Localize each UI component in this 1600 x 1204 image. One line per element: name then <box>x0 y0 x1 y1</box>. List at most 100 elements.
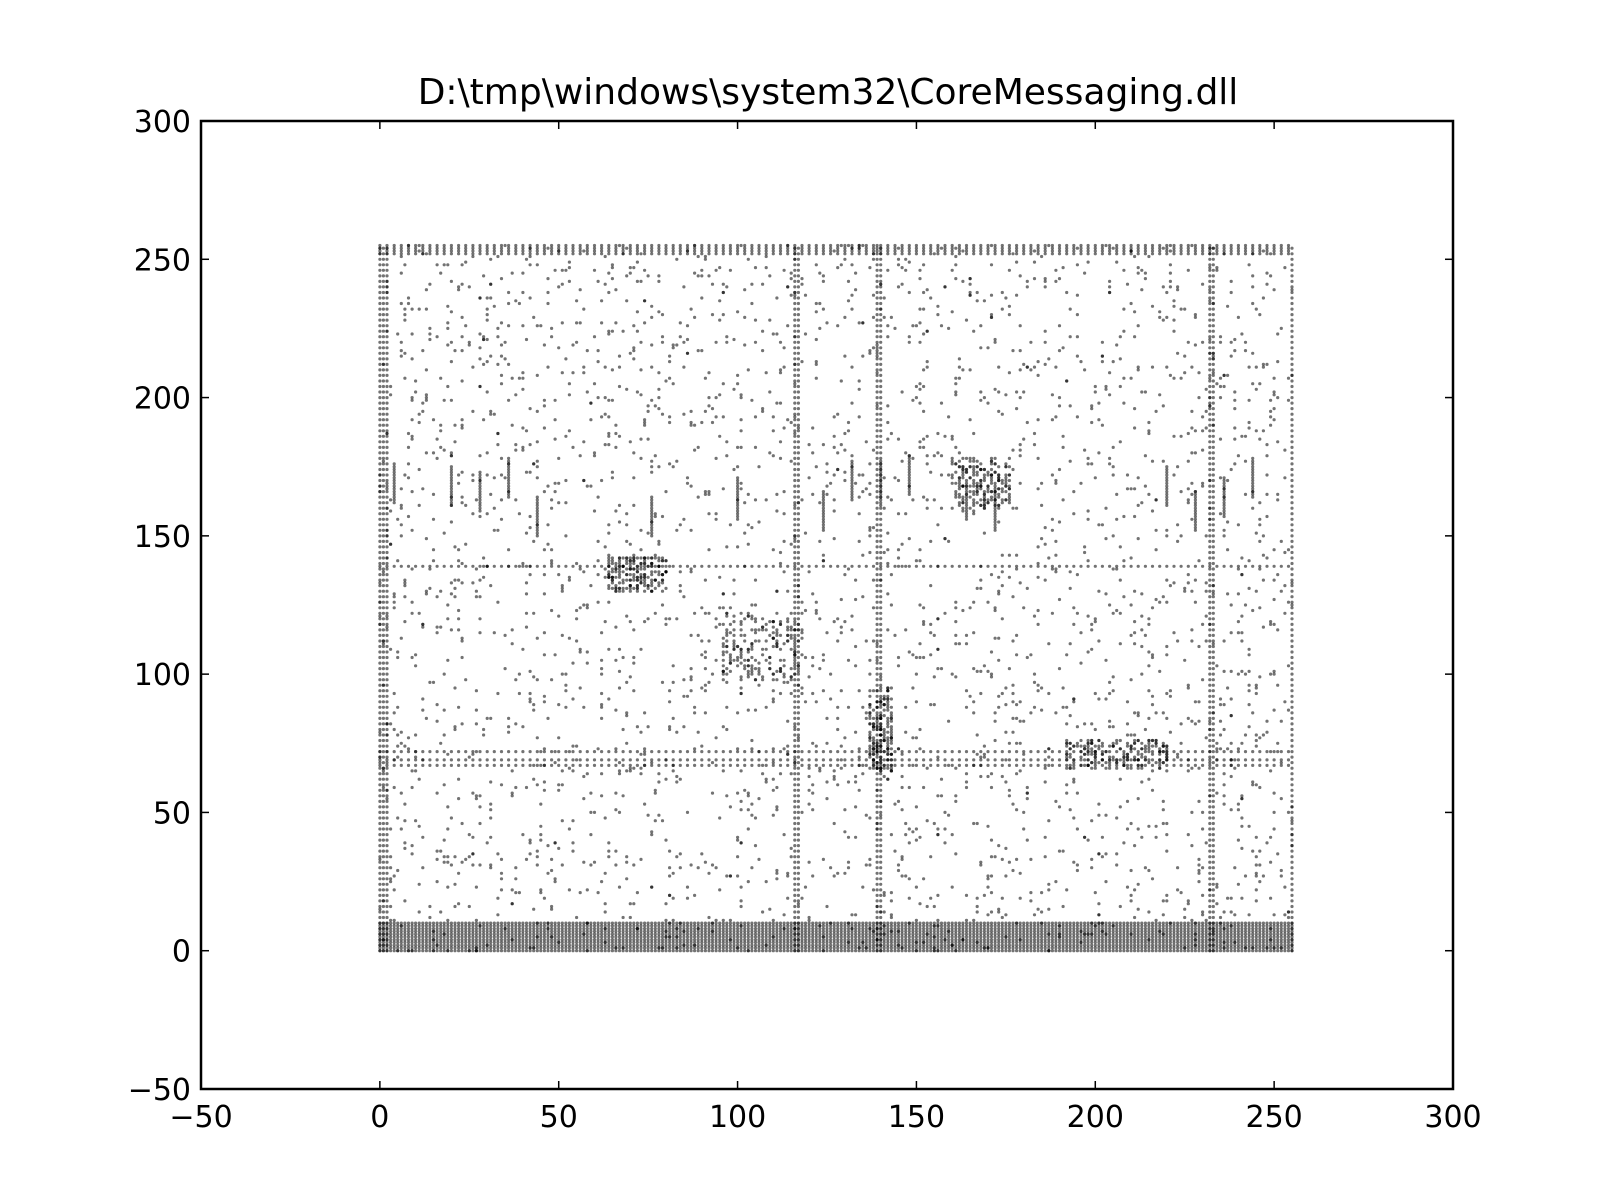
scatter-point <box>1211 935 1215 939</box>
scatter-point <box>725 940 729 945</box>
scatter-point <box>660 313 665 317</box>
scatter-point <box>922 437 926 441</box>
scatter-point <box>628 940 632 945</box>
scatter-point <box>1143 727 1147 732</box>
scatter-point <box>1065 705 1069 709</box>
scatter-point <box>982 938 987 942</box>
scatter-point <box>918 940 922 945</box>
scatter-point <box>1018 946 1022 950</box>
scatter-point <box>1129 946 1133 950</box>
scatter-point <box>1022 719 1026 723</box>
scatter-point <box>510 935 514 939</box>
scatter-point <box>832 769 836 773</box>
scatter-point <box>607 938 611 942</box>
scatter-point <box>1129 376 1133 380</box>
scatter-point <box>614 321 618 325</box>
scatter-point <box>496 943 500 947</box>
scatter-point <box>1022 938 1026 942</box>
scatter-point <box>979 949 983 953</box>
scatter-point <box>575 932 579 936</box>
scatter-point <box>1179 891 1183 895</box>
scatter-point <box>1072 932 1076 936</box>
scatter-point <box>1061 705 1065 709</box>
scatter-point <box>671 680 675 685</box>
scatter-point <box>1108 946 1112 950</box>
scatter-point <box>1269 274 1273 278</box>
scatter-point <box>528 932 532 936</box>
scatter-point <box>775 877 779 881</box>
scatter-point <box>725 946 729 950</box>
scatter-point <box>689 420 693 425</box>
scatter-point <box>907 537 911 541</box>
scatter-point <box>1025 946 1029 950</box>
scatter-point <box>961 946 965 950</box>
scatter-point <box>771 548 775 552</box>
scatter-point <box>1197 799 1201 804</box>
scatter-point <box>535 938 539 942</box>
scatter-point <box>646 932 650 936</box>
scatter-point <box>560 946 564 950</box>
scatter-point <box>707 274 711 278</box>
scatter-point <box>750 301 754 306</box>
scatter-point <box>939 454 944 458</box>
scatter-point <box>1190 243 1194 248</box>
scatter-point <box>617 354 622 358</box>
scatter-point <box>786 896 790 900</box>
scatter-point <box>814 362 818 366</box>
scatter-point <box>1133 514 1137 519</box>
scatter-point <box>410 418 414 422</box>
scatter-point <box>1215 747 1219 751</box>
scatter-point <box>814 337 818 342</box>
scatter-point <box>668 376 672 380</box>
scatter-point <box>882 949 886 953</box>
scatter-point <box>1247 398 1251 402</box>
scatter-point <box>1032 443 1037 447</box>
scatter-point <box>682 694 686 698</box>
scatter-point <box>821 935 826 939</box>
scatter-point <box>632 451 636 455</box>
scatter-point <box>932 946 936 950</box>
scatter-point <box>1007 860 1012 864</box>
scatter-point <box>954 376 958 380</box>
scatter-point <box>635 932 640 936</box>
scatter-point <box>1258 523 1262 527</box>
scatter-point <box>435 949 439 953</box>
scatter-point <box>478 296 482 300</box>
scatter-point <box>1040 686 1044 690</box>
scatter-point <box>643 711 647 715</box>
scatter-point <box>997 636 1001 640</box>
scatter-point <box>922 263 926 267</box>
scatter-point <box>389 384 393 389</box>
scatter-point <box>1043 949 1047 953</box>
scatter-point <box>753 816 758 820</box>
scatter-point <box>453 943 457 947</box>
scatter-point <box>1043 279 1047 283</box>
scatter-point <box>922 932 926 936</box>
scatter-point <box>496 254 500 259</box>
scatter-point <box>1022 437 1026 441</box>
scatter-point <box>1190 639 1194 643</box>
scatter-point <box>435 943 439 947</box>
scatter-point <box>1215 946 1219 950</box>
scatter-point <box>825 321 829 325</box>
scatter-point <box>567 932 572 936</box>
scatter-point <box>1104 880 1108 884</box>
scatter-point <box>700 943 704 947</box>
scatter-point <box>696 938 700 942</box>
scatter-point <box>1229 714 1233 718</box>
scatter-point <box>1286 949 1291 953</box>
scatter-point <box>510 943 514 947</box>
scatter-point <box>539 938 543 942</box>
scatter-point <box>1186 581 1190 585</box>
scatter-point <box>1043 940 1047 945</box>
scatter-point <box>410 567 414 571</box>
scatter-point <box>850 913 854 917</box>
scatter-point <box>746 368 750 372</box>
scatter-point <box>936 617 940 621</box>
scatter-point <box>1122 268 1126 272</box>
scatter-point <box>389 943 393 947</box>
scatter-point <box>1165 600 1169 604</box>
scatter-point <box>889 932 894 936</box>
scatter-point <box>1172 938 1176 942</box>
scatter-point <box>757 520 761 524</box>
